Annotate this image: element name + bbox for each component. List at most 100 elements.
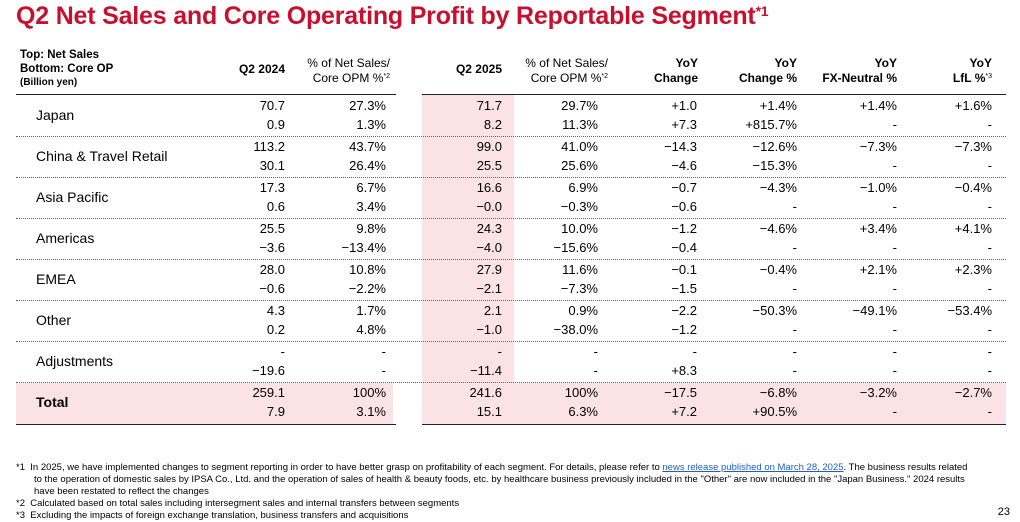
q2-2025-core-op-cell: 15.1	[476, 404, 502, 419]
q2-2024-net-sales-cell: 4.3	[266, 303, 285, 318]
yoy-change-pct-core-op-cell: -	[792, 199, 797, 214]
yoy-change-core-op-cell: −0.4	[671, 240, 697, 255]
footnote-1: *1 In 2025, we have implemented changes …	[16, 462, 968, 473]
table-legend: Top: Net Sales Bottom: Core OP (Billion …	[20, 49, 114, 88]
lfl-core-op-cell: -	[987, 158, 992, 173]
yoy-change-net-sales-cell: −0.1	[671, 262, 697, 277]
lfl-net-sales-cell: −0.4%	[954, 180, 992, 195]
fx-neutral-core-op-cell: -	[892, 322, 897, 337]
page-number: 23	[997, 506, 1010, 518]
row-separator	[16, 259, 1006, 260]
fx-neutral-core-op-cell: -	[892, 117, 897, 132]
lfl-net-sales-cell: −53.4%	[947, 303, 992, 318]
q2-2025-core-op-cell: −4.0	[476, 240, 502, 255]
yoy-change-core-op-cell: −1.2	[671, 322, 697, 337]
header-q2-2024: Q2 2024	[238, 62, 285, 76]
yoy-change-core-op-cell: +7.2	[671, 404, 697, 419]
yoy-change-core-op-cell: −1.5	[671, 281, 697, 296]
lfl-net-sales-cell: −2.7%	[954, 385, 992, 400]
segment-label: Japan	[36, 107, 75, 123]
yoy-change-pct-net-sales-cell: −4.3%	[759, 180, 797, 195]
fx-neutral-core-op-cell: -	[892, 363, 897, 378]
lfl-core-op-cell: -	[987, 117, 992, 132]
table-row: Other 4.3 1.7% 2.1 0.9% −2.2 −50.3% −49.1% −53.4…	[16, 300, 1006, 341]
fx-neutral-net-sales-cell: +3.4%	[859, 221, 897, 236]
total-row-highlight	[16, 383, 1006, 424]
header-rule-left	[16, 94, 396, 95]
pct-2024-net-sales-cell: -	[381, 344, 386, 359]
page-title: Q2 Net Sales and Core Operating Profit b…	[16, 2, 769, 30]
q2-2025-net-sales-cell: 99.0	[476, 139, 502, 154]
yoy-change-pct-core-op-cell: -	[792, 363, 797, 378]
pct-2024-core-op-cell: 4.8%	[356, 322, 386, 337]
pct-2025-core-op-cell: 11.3%	[562, 117, 598, 132]
fx-neutral-net-sales-cell: −3.2%	[859, 385, 897, 400]
table-row: Total 259.1 100% 241.6 100% −17.5 −6.8% −3.2% −2…	[16, 382, 1006, 423]
row-separator	[16, 136, 1006, 137]
segment-label: Total	[36, 394, 69, 410]
q2-2025-core-op-cell: 8.2	[483, 117, 502, 132]
pct-2024-net-sales-cell: 6.7%	[356, 180, 386, 195]
title-footnote-marker: *1	[755, 3, 769, 19]
lfl-net-sales-cell: −7.3%	[954, 139, 992, 154]
fx-neutral-net-sales-cell: +2.1%	[859, 262, 897, 277]
yoy-change-pct-net-sales-cell: −12.6%	[752, 139, 797, 154]
footnote-3: *3 Excluding the impacts of foreign exch…	[16, 510, 409, 521]
fx-neutral-core-op-cell: -	[892, 199, 897, 214]
q2-2024-net-sales-cell: 113.2	[253, 139, 285, 154]
header-pct-2025: % of Net Sales/ Core OPM %*2	[525, 56, 608, 85]
lfl-core-op-cell: -	[987, 240, 992, 255]
lfl-core-op-cell: -	[987, 281, 992, 296]
pct-2025-net-sales-cell: 6.9%	[568, 180, 598, 195]
q2-2024-core-op-cell: 7.9	[266, 404, 285, 419]
lfl-core-op-cell: -	[987, 199, 992, 214]
q2-2025-net-sales-cell: -	[497, 344, 502, 359]
lfl-core-op-cell: -	[987, 363, 992, 378]
yoy-change-pct-net-sales-cell: −0.4%	[759, 262, 797, 277]
yoy-change-pct-net-sales-cell: +1.4%	[759, 98, 797, 113]
header-yoy-change-pct: YoY Change %	[738, 56, 797, 85]
fx-neutral-core-op-cell: -	[892, 281, 897, 296]
q2-2025-core-op-cell: −0.0	[476, 199, 502, 214]
total-row-gap	[393, 383, 422, 424]
lfl-net-sales-cell: +4.1%	[954, 221, 992, 236]
yoy-change-net-sales-cell: -	[692, 344, 697, 359]
q2-2025-core-op-cell: −1.0	[476, 322, 502, 337]
q2-2024-core-op-cell: 0.9	[266, 117, 285, 132]
row-separator	[16, 177, 1006, 178]
header-yoy-change: YoY Change	[653, 56, 698, 85]
row-separator	[16, 341, 1006, 342]
pct-2025-net-sales-cell: 41.0%	[561, 139, 598, 154]
yoy-change-pct-core-op-cell: +90.5%	[752, 404, 797, 419]
yoy-change-core-op-cell: +8.3	[671, 363, 697, 378]
news-release-link[interactable]: news release published on March 28, 2025	[662, 462, 844, 473]
pct-2025-net-sales-cell: 100%	[564, 385, 598, 400]
pct-2025-core-op-cell: 25.6%	[561, 158, 598, 173]
bottom-rule-left	[16, 424, 396, 425]
q2-2024-net-sales-cell: 28.0	[259, 262, 285, 277]
q2-2024-core-op-cell: −0.6	[259, 281, 285, 296]
q2-2024-core-op-cell: −3.6	[259, 240, 285, 255]
lfl-net-sales-cell: +1.6%	[954, 98, 992, 113]
table-row: China & Travel Retail 113.2 43.7% 99.0 41.0%…	[16, 136, 1006, 177]
fx-neutral-net-sales-cell: −7.3%	[859, 139, 897, 154]
q2-2025-net-sales-cell: 71.7	[476, 98, 502, 113]
header-fx-neutral: YoY FX-Neutral %	[822, 56, 897, 85]
lfl-net-sales-cell: +2.3%	[954, 262, 992, 277]
q2-2025-net-sales-cell: 2.1	[483, 303, 502, 318]
fx-neutral-net-sales-cell: -	[892, 344, 897, 359]
q2-2025-core-op-cell: −2.1	[476, 281, 502, 296]
yoy-change-net-sales-cell: −1.2	[671, 221, 697, 236]
pct-2025-net-sales-cell: 10.0%	[561, 221, 598, 236]
pct-2024-core-op-cell: 26.4%	[349, 158, 386, 173]
fx-neutral-net-sales-cell: −49.1%	[852, 303, 897, 318]
pct-2024-core-op-cell: −13.4%	[341, 240, 386, 255]
lfl-net-sales-cell: -	[987, 344, 992, 359]
q2-2024-net-sales-cell: 70.7	[259, 98, 285, 113]
pct-2025-core-op-cell: −0.3%	[560, 199, 598, 214]
q2-2025-core-op-cell: 25.5	[476, 158, 502, 173]
table-row: Americas 25.5 9.8% 24.3 10.0% −1.2 −4.6% +3.4% +…	[16, 218, 1006, 259]
q2-2024-core-op-cell: 30.1	[259, 158, 285, 173]
table-row: EMEA 28.0 10.8% 27.9 11.6% −0.1 −0.4% +2.1% +2.3…	[16, 259, 1006, 300]
header-lfl: YoY LfL %*3	[952, 56, 992, 85]
